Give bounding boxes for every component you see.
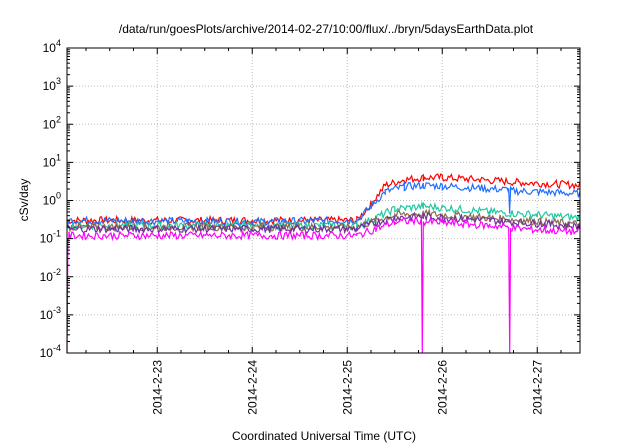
series-line [66, 215, 581, 354]
y-axis: 10-4 10-3 10-2 10-1 100 101 102 103 104 [40, 38, 580, 360]
chart-title: /data/run/goesPlots/archive/2014-02-27/1… [119, 22, 534, 36]
plot-frame [66, 47, 581, 354]
y-tick-label: 10-2 [40, 267, 61, 284]
x-tick-label: 2014-2-26 [435, 360, 449, 415]
y-axis-label: cSv/day [17, 179, 31, 222]
series-line [66, 172, 581, 226]
x-axis: 2014-2-23 2014-2-24 2014-2-25 2014-2-26 2014… [85, 48, 562, 415]
x-tick-label: 2014-2-24 [245, 360, 259, 415]
y-tick-label: 10-3 [40, 305, 61, 322]
y-tick-label: 103 [43, 76, 61, 93]
y-tick-label: 101 [43, 152, 61, 169]
y-tick-label: 104 [43, 38, 61, 55]
y-tick-label: 10-4 [40, 343, 61, 360]
series-layer [66, 172, 581, 354]
y-tick-label: 10-1 [40, 229, 61, 246]
grid [67, 48, 580, 353]
y-tick-label: 100 [43, 191, 61, 208]
x-axis-label: Coordinated Universal Time (UTC) [232, 429, 416, 443]
x-tick-label: 2014-2-25 [340, 360, 354, 415]
x-tick-label: 2014-2-23 [150, 360, 164, 415]
series-line [66, 211, 581, 235]
series-line [66, 181, 581, 227]
y-tick-label: 102 [43, 114, 61, 131]
x-tick-label: 2014-2-27 [530, 360, 544, 415]
